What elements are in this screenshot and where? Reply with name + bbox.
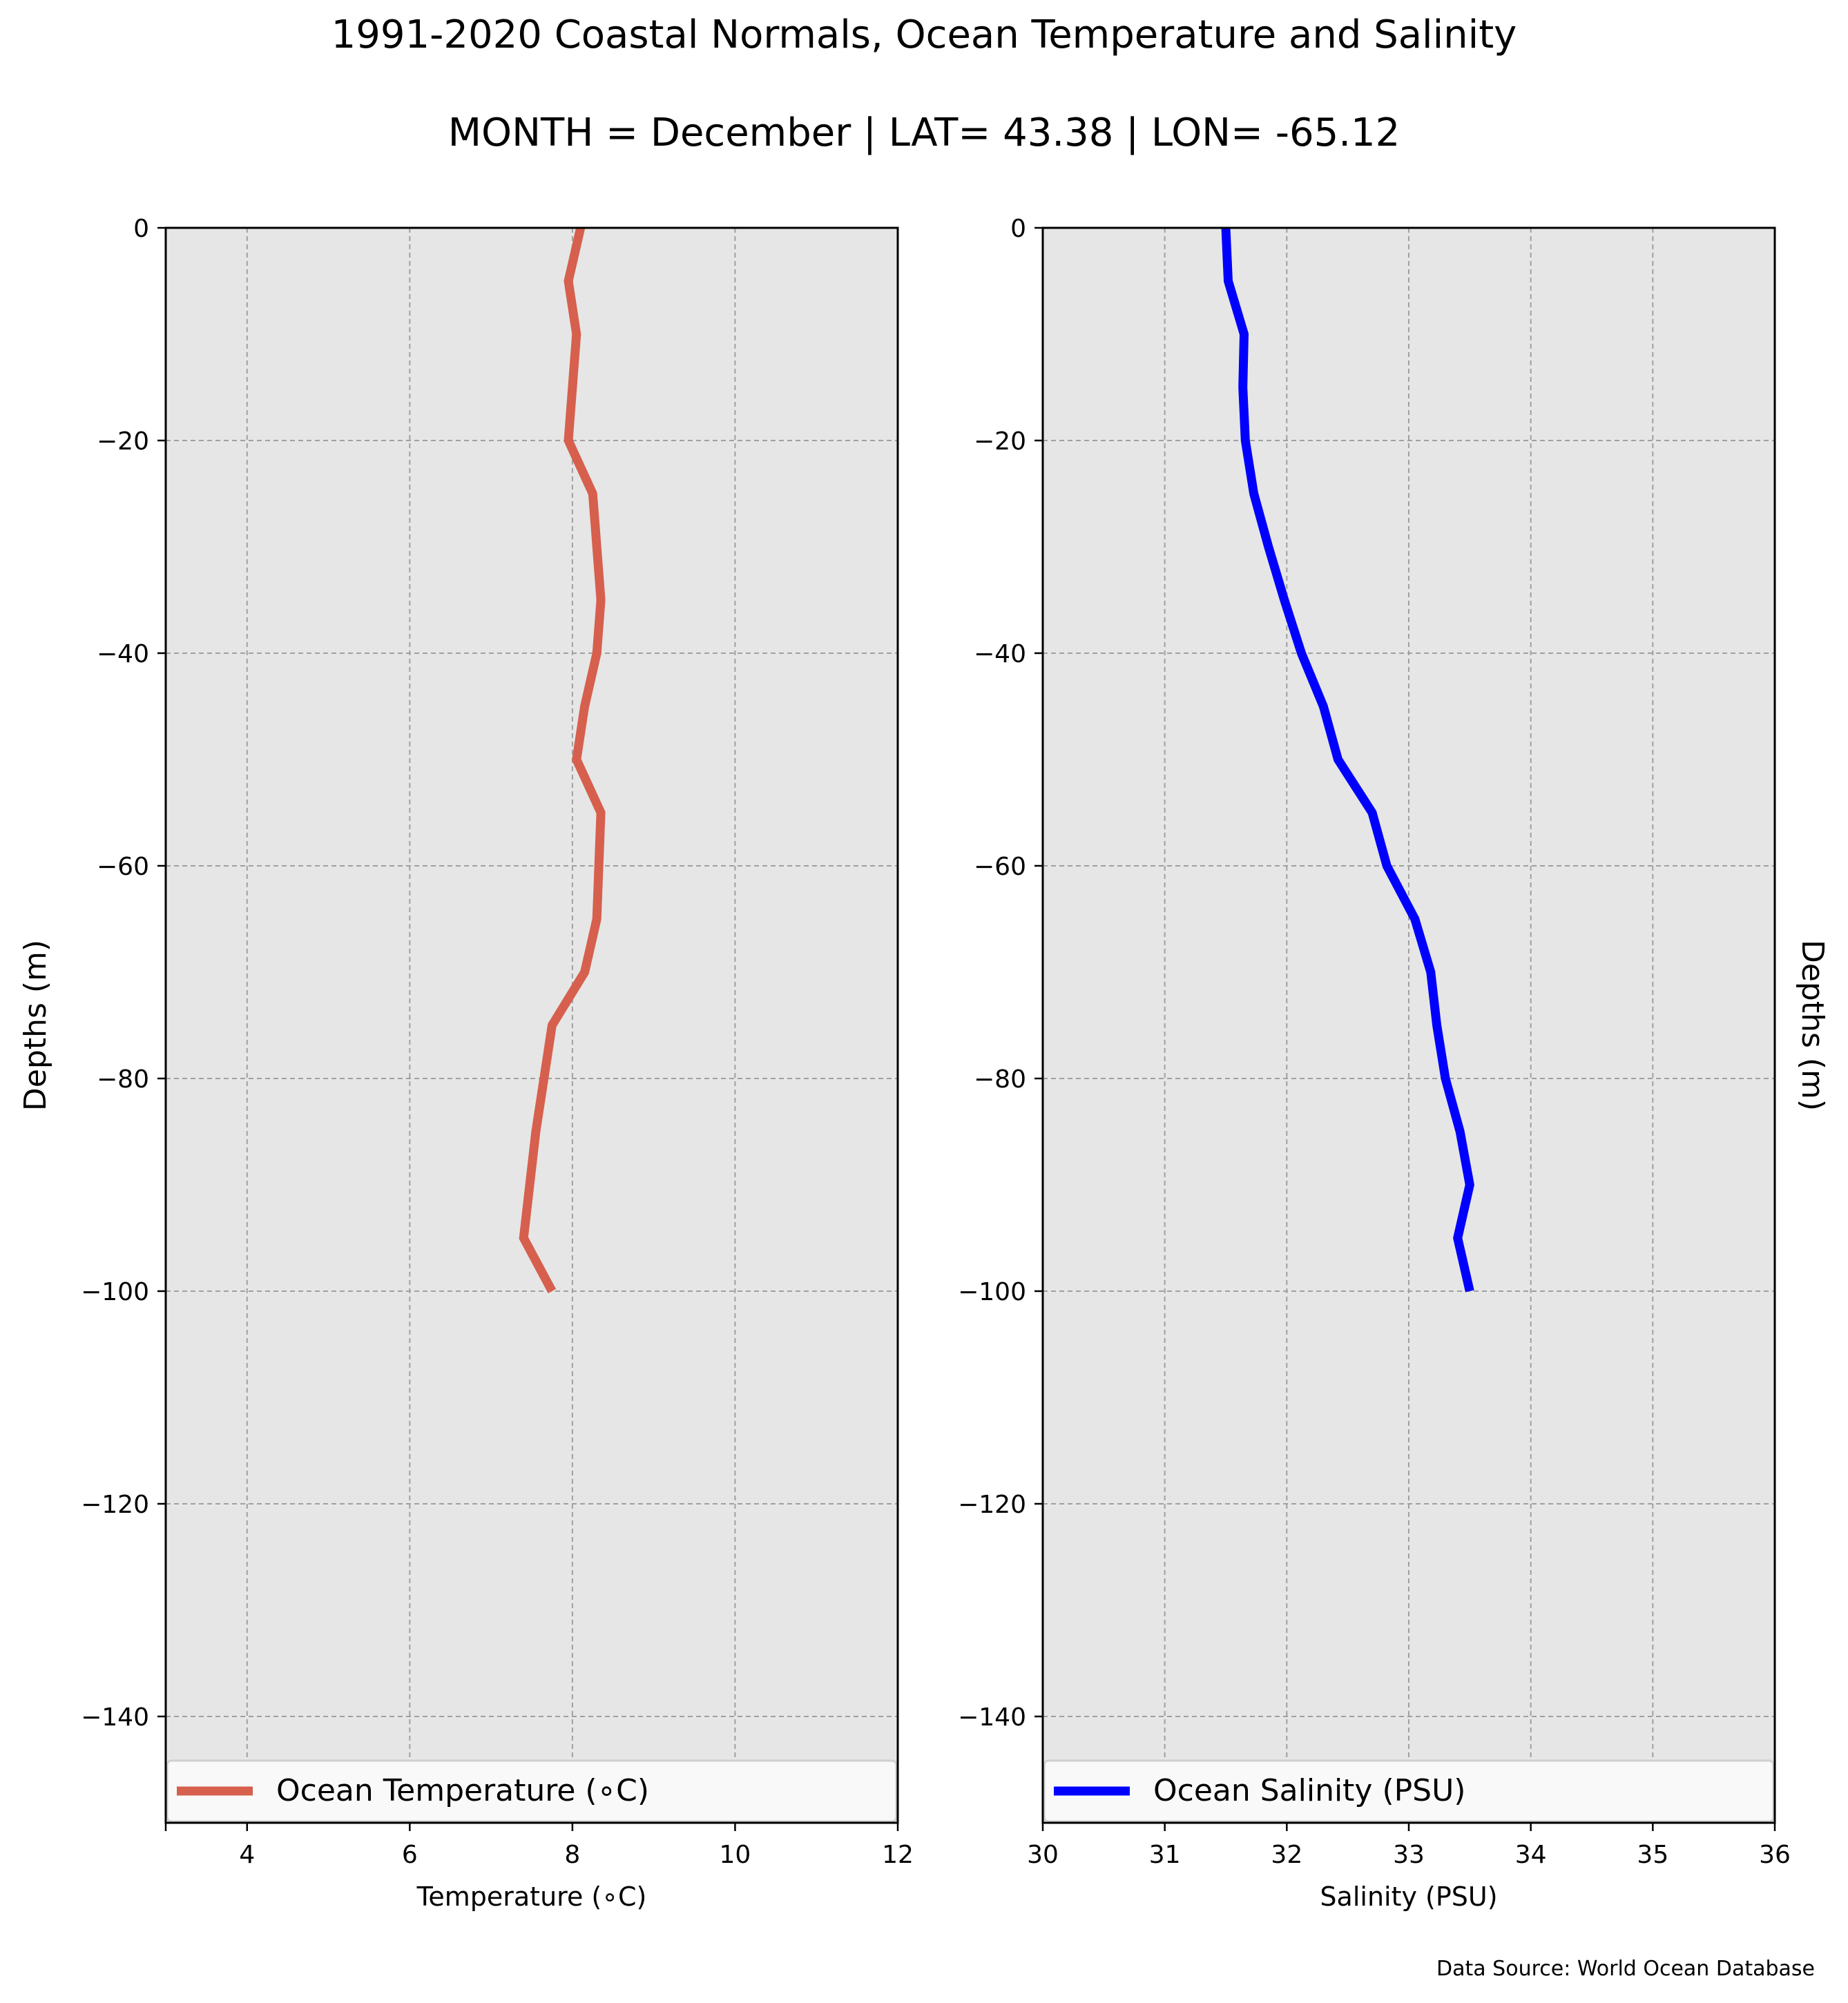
sal-x-tick-label: 34 <box>1515 1841 1547 1869</box>
sal-legend-label: Ocean Salinity (PSU) <box>1153 1773 1465 1808</box>
temp-legend-box <box>166 1759 898 1823</box>
sal-x-tick-label: 30 <box>1027 1841 1059 1869</box>
temp-y-tick-label: −100 <box>81 1278 149 1306</box>
temp-y-tick-label: −80 <box>97 1065 149 1094</box>
temp-y-tick-label: 0 <box>133 215 149 243</box>
sal-y-tick-label: −80 <box>974 1065 1026 1094</box>
sal-x-axis-label: Salinity (PSU) <box>1320 1881 1497 1912</box>
sal-x-tick-label: 33 <box>1393 1841 1425 1869</box>
sal-x-tick-label: 35 <box>1637 1841 1668 1869</box>
temp-x-tick-label: 10 <box>720 1841 751 1869</box>
temp-y-tick-label: −20 <box>97 427 149 456</box>
sal-y-tick-label: −140 <box>958 1703 1026 1732</box>
sal-y-tick-label: −40 <box>974 640 1026 668</box>
sal-x-tick-label: 36 <box>1759 1841 1791 1869</box>
temp-series-line <box>519 226 606 1294</box>
temperature-panel: Ocean Temperature (∘C) 4 6 8 10 12 0 −20 −40 −60 −… <box>18 215 914 1912</box>
temp-y-tick-label: −60 <box>97 853 149 881</box>
sal-x-tick-label: 31 <box>1149 1841 1181 1869</box>
sal-y-tick-label: −120 <box>958 1491 1026 1519</box>
temp-y-tick-label: −120 <box>81 1491 149 1519</box>
temp-x-tick-label: 12 <box>882 1841 914 1869</box>
sal-x-tick-label: 32 <box>1271 1841 1302 1869</box>
sal-y-tick-label: 0 <box>1010 215 1026 243</box>
temp-x-tick-label: 4 <box>239 1841 255 1869</box>
data-source-note: Data Source: World Ocean Database <box>1436 1957 1815 1981</box>
temp-y-tick-label: −140 <box>81 1703 149 1732</box>
salinity-panel: Ocean Salinity (PSU) 30 31 32 33 34 35 36 0 −20 −4… <box>958 215 1830 1912</box>
temp-legend-label: Ocean Temperature (∘C) <box>276 1773 649 1808</box>
temp-y-axis-label: Depths (m) <box>18 940 53 1111</box>
temp-x-tick-label: 8 <box>564 1841 580 1869</box>
sal-y-tick-label: −20 <box>974 427 1026 456</box>
temp-plot-background <box>166 228 898 1823</box>
sal-y-tick-label: −100 <box>958 1278 1026 1306</box>
temp-y-tick-label: −40 <box>97 640 149 668</box>
sal-y-tick-label: −60 <box>974 853 1026 881</box>
temp-x-axis-label: Temperature (∘C) <box>416 1881 647 1912</box>
sal-legend-box <box>1043 1759 1775 1823</box>
sal-series-line <box>1221 227 1474 1293</box>
chart-subtitle: MONTH = December | LAT= 43.38 | LON= -65… <box>447 110 1401 155</box>
sal-y-axis-label: Depths (m) <box>1795 940 1830 1111</box>
temp-x-tick-label: 6 <box>402 1841 418 1869</box>
temp-axes-frame <box>164 226 899 1824</box>
chart-title: 1991-2020 Coastal Normals, Ocean Tempera… <box>331 12 1517 57</box>
